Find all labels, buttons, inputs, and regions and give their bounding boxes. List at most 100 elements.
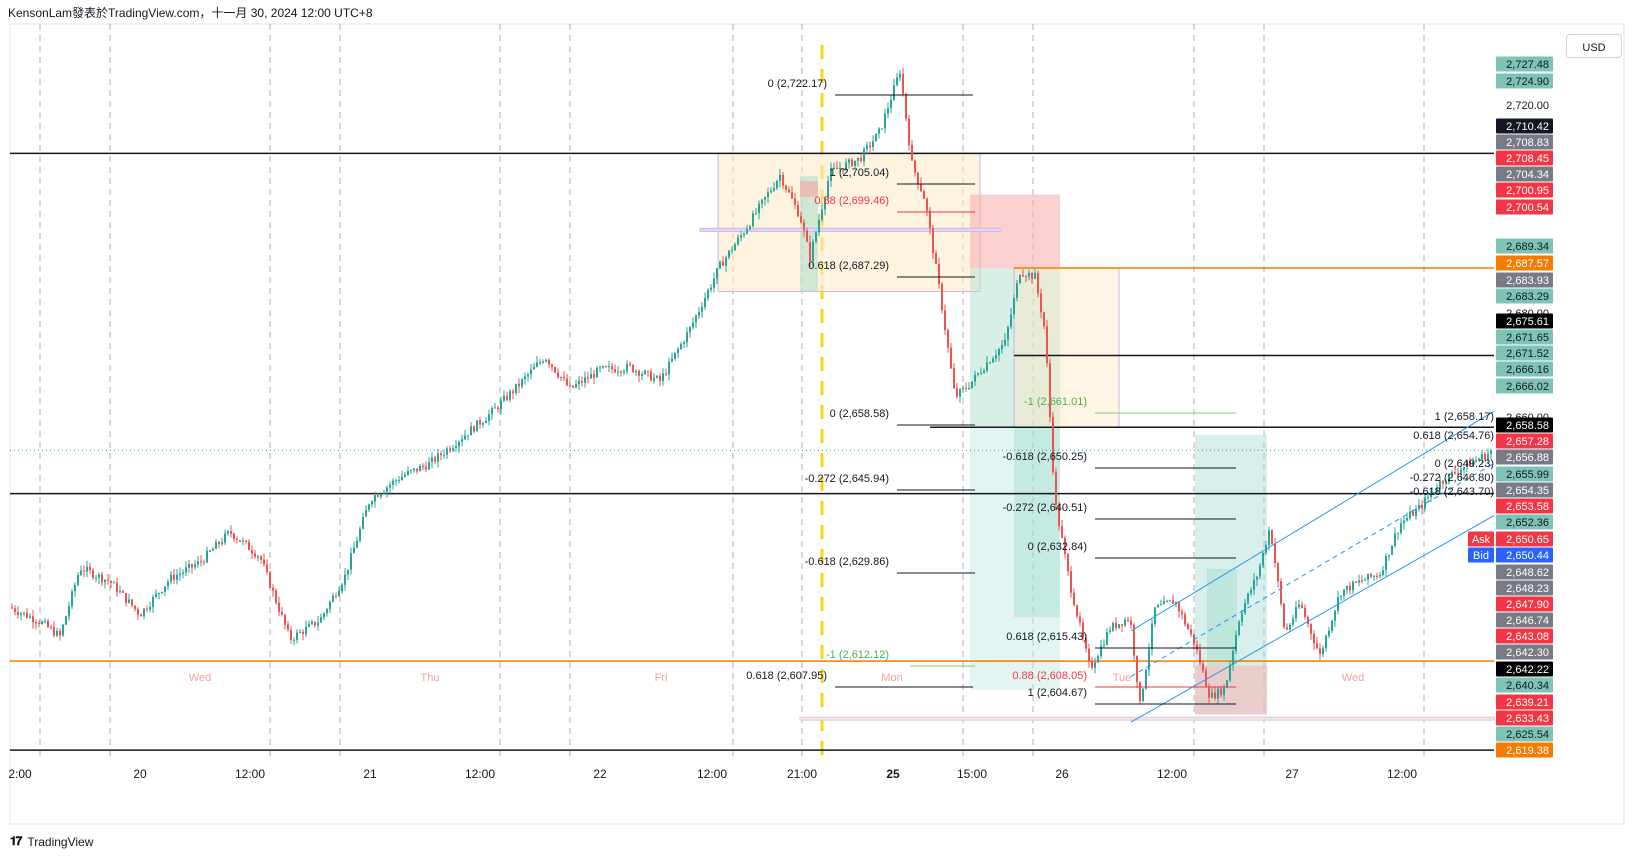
time-axis[interactable]: 2:00 20 12:00 21 12:00 22 12:00 21:00 25 15:00 26 1… xyxy=(8,767,1417,781)
candle-body xyxy=(674,352,676,359)
fibonacci-levels: 0 (2,722.17) 1 (2,705.04) 0.88 (2,699.46) 0… xyxy=(746,78,1494,705)
candle-body xyxy=(581,380,583,383)
candle-body xyxy=(569,385,571,387)
price-badge-label: 2,650.44 xyxy=(1506,550,1549,562)
x-tick-label: 26 xyxy=(1055,767,1069,781)
candle-body xyxy=(1226,680,1228,688)
candle-body xyxy=(1034,272,1036,279)
fib-level-label: -0.618 (2,643.70) xyxy=(1410,486,1494,498)
candle-body xyxy=(446,448,448,455)
candle-body xyxy=(1151,623,1153,650)
candle-body xyxy=(98,574,100,578)
candle-body xyxy=(263,559,265,565)
candle-body xyxy=(1022,274,1024,277)
candle-body xyxy=(329,601,331,610)
candle-body xyxy=(1040,293,1042,313)
x-tick-label: 12:00 xyxy=(1387,767,1417,781)
candle-body xyxy=(902,73,904,94)
currency-unit-button[interactable]: USD xyxy=(1566,34,1622,58)
candle-body xyxy=(785,185,787,190)
candle-body xyxy=(596,367,598,378)
candle-body xyxy=(32,616,34,623)
candle-body xyxy=(815,232,817,242)
candle-body xyxy=(1133,624,1135,656)
candle-body xyxy=(233,533,235,540)
fib-level-label: -0.272 (2,646.80) xyxy=(1410,472,1494,484)
candle-body xyxy=(851,159,853,166)
tradingview-logo[interactable]: 𝟏𝟕 TradingView xyxy=(10,834,93,849)
candle-body xyxy=(56,630,58,636)
x-tick-label: 21 xyxy=(363,767,377,781)
price-badge xyxy=(1496,255,1553,271)
candle-body xyxy=(944,310,946,331)
fib-level-label: 0.88 (2,699.46) xyxy=(814,195,889,207)
candle-body xyxy=(1061,526,1063,538)
candle-body xyxy=(953,368,955,389)
candle-body xyxy=(617,371,619,373)
candle-body xyxy=(788,189,790,193)
candle-body xyxy=(269,572,271,588)
candle-body xyxy=(530,369,532,375)
candle-body xyxy=(935,253,937,265)
price-badge xyxy=(1496,73,1553,89)
candle-body xyxy=(782,174,784,186)
candle-body xyxy=(551,364,553,367)
price-badge-label: 2,642.30 xyxy=(1506,647,1549,659)
candle-body xyxy=(77,575,79,585)
price-badge xyxy=(1496,345,1553,361)
candle-body xyxy=(488,414,490,421)
candle-body xyxy=(182,572,184,574)
candle-body xyxy=(1358,580,1360,583)
candle-body xyxy=(623,371,625,373)
fib-level-label: 1 (2,604.67) xyxy=(1028,687,1087,699)
price-badge-label: 2,643.08 xyxy=(1506,631,1549,643)
candle-body xyxy=(671,358,673,362)
candle-body xyxy=(509,391,511,400)
candle-body xyxy=(599,367,601,369)
price-axis[interactable]: 2,720.002,680.002,660.002,727.482,724.90… xyxy=(1468,56,1553,758)
candle-body xyxy=(200,561,202,563)
price-badge xyxy=(1496,644,1553,660)
candle-body xyxy=(1052,416,1054,473)
candle-body xyxy=(62,624,64,636)
candle-body xyxy=(824,197,826,210)
candle-body xyxy=(734,244,736,251)
day-label: Wed xyxy=(189,672,211,684)
candle-body xyxy=(299,631,301,633)
candle-body xyxy=(587,377,589,379)
candle-body xyxy=(743,233,745,236)
candle-body xyxy=(14,608,16,612)
candle-body xyxy=(320,617,322,623)
candle-body xyxy=(140,614,142,617)
price-badge xyxy=(1496,238,1553,254)
candle-body xyxy=(449,448,451,451)
candle-body xyxy=(917,172,919,185)
candle-body xyxy=(1118,624,1120,628)
candle-body xyxy=(1007,326,1009,340)
candle-body xyxy=(611,366,613,370)
candle-body xyxy=(167,581,169,587)
candle-body xyxy=(1019,274,1021,284)
candle-body xyxy=(860,157,862,162)
channel-median-line xyxy=(1130,462,1495,677)
price-badge-label: 2,619.38 xyxy=(1506,745,1549,757)
candle-body xyxy=(1454,472,1456,474)
candle-body xyxy=(35,622,37,624)
candle-body xyxy=(1481,453,1483,459)
candle-body xyxy=(230,531,232,534)
price-badge-label: 2,683.93 xyxy=(1506,275,1549,287)
candle-body xyxy=(1235,634,1237,652)
candle-body xyxy=(293,639,295,641)
price-badge xyxy=(1496,449,1553,465)
candle-body xyxy=(173,574,175,580)
candle-body xyxy=(137,609,139,615)
candle-body xyxy=(1139,682,1141,701)
candle-body xyxy=(914,160,916,173)
candle-body xyxy=(503,395,505,401)
candle-body xyxy=(836,167,838,170)
candle-body xyxy=(848,159,850,163)
candle-body xyxy=(893,85,895,100)
fib-level-label: -0.272 (2,640.51) xyxy=(1003,502,1087,514)
candle-body xyxy=(665,373,667,375)
